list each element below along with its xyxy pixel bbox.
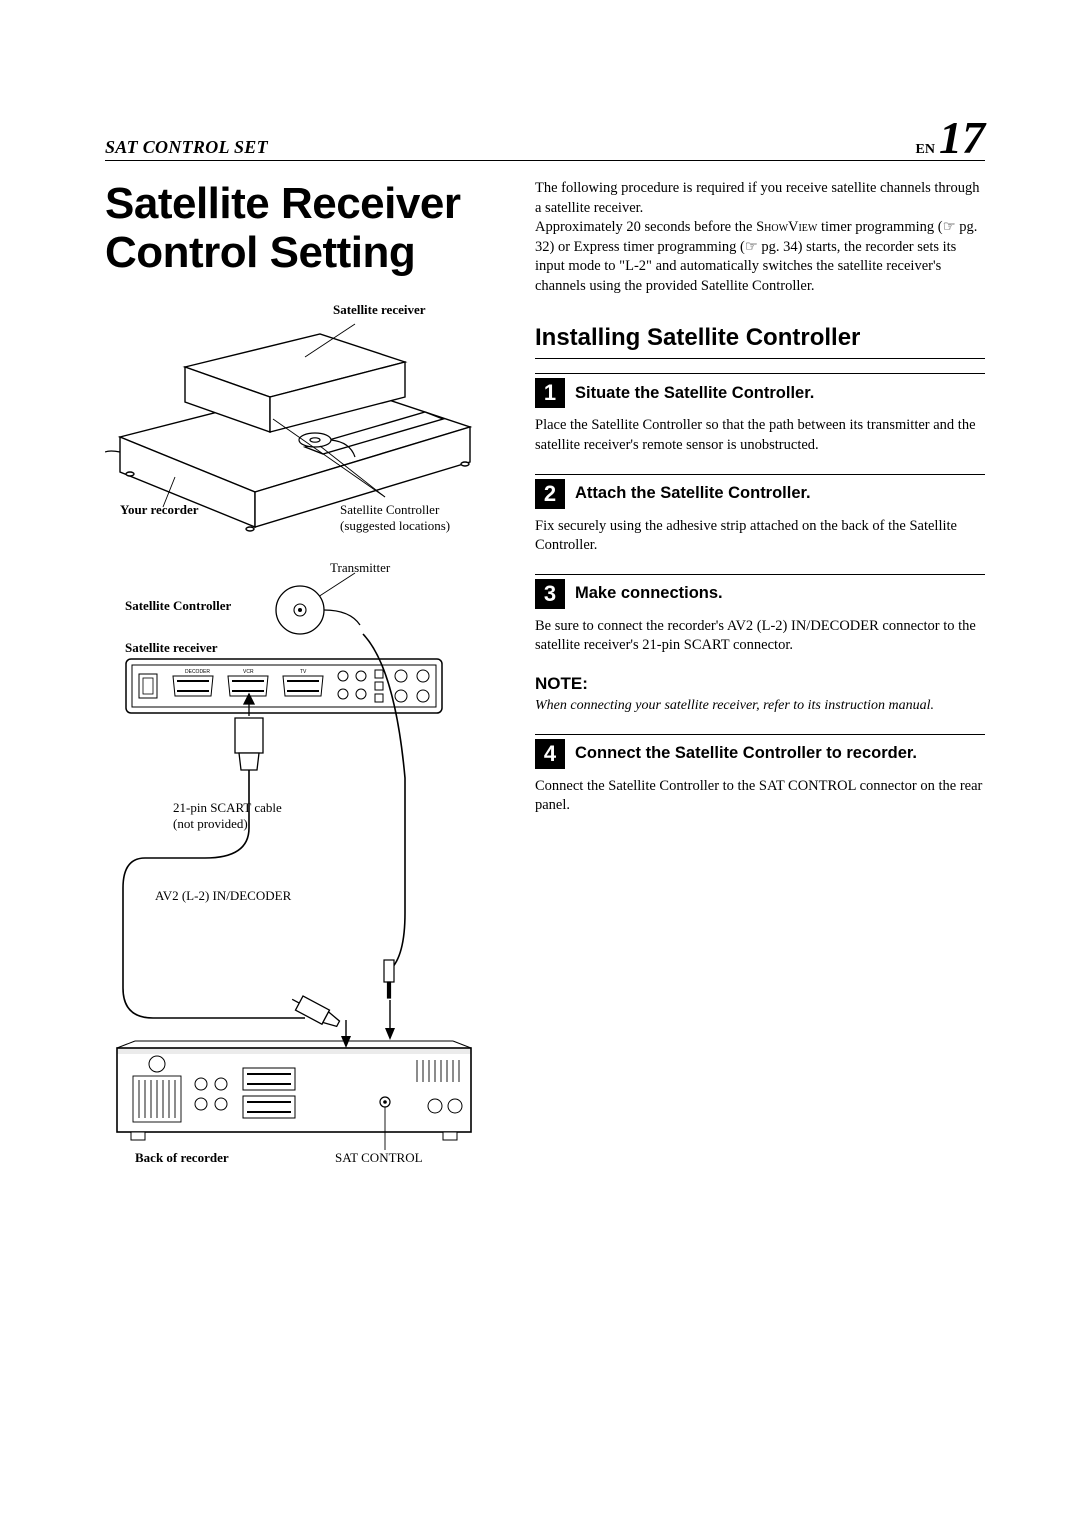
intro-text: The following procedure is required if y…: [535, 179, 985, 296]
step-2-title: Attach the Satellite Controller.: [575, 484, 811, 503]
step-4-header: 4 Connect the Satellite Controller to re…: [535, 734, 985, 769]
main-title: Satellite Receiver Control Setting: [105, 179, 505, 278]
step-4-title: Connect the Satellite Controller to reco…: [575, 744, 917, 763]
diagram-recorder-rear: [115, 1040, 475, 1160]
intro-line2a: Approximately 20 seconds before the: [535, 219, 756, 235]
step-4: 4 Connect the Satellite Controller to re…: [535, 734, 985, 816]
intro-line1: The following procedure is required if y…: [535, 180, 980, 216]
step-2-body: Fix securely using the adhesive strip at…: [535, 517, 985, 556]
label-back-of-recorder: Back of recorder: [135, 1150, 229, 1166]
note-body: When connecting your satellite receiver,…: [535, 697, 985, 716]
step-1-number: 1: [535, 378, 565, 408]
label-sat-control: SAT CONTROL: [335, 1150, 423, 1166]
step-1: 1 Situate the Satellite Controller. Plac…: [535, 373, 985, 455]
label-sat-controller-top: Satellite Controller: [340, 502, 439, 518]
label-suggested-locations: (suggested locations): [340, 518, 450, 534]
label-not-provided: (not provided): [173, 816, 248, 832]
step-2-header: 2 Attach the Satellite Controller.: [535, 474, 985, 509]
step-3-body: Be sure to connect the recorder's AV2 (L…: [535, 617, 985, 656]
step-3-header: 3 Make connections.: [535, 574, 985, 609]
step-3: 3 Make connections. Be sure to connect t…: [535, 574, 985, 656]
label-scart-cable: 21-pin SCART cable: [173, 800, 282, 816]
page-header: SAT CONTROL SET EN 17: [105, 120, 985, 161]
left-column: Satellite Receiver Control Setting: [105, 179, 505, 1202]
step-2: 2 Attach the Satellite Controller. Fix s…: [535, 474, 985, 556]
note-block: NOTE: When connecting your satellite rec…: [535, 674, 985, 716]
label-sat-receiver-top: Satellite receiver: [333, 302, 426, 318]
diagram-cables: [105, 628, 475, 1088]
right-column: The following procedure is required if y…: [535, 179, 985, 1202]
page-number: 17: [939, 120, 985, 157]
intro-showview: ShowView: [756, 219, 817, 235]
diagram-area: Satellite receiver Your recorder Satelli…: [105, 302, 505, 1202]
lang-code: EN: [916, 142, 935, 158]
label-your-recorder: Your recorder: [120, 502, 199, 518]
step-3-title: Make connections.: [575, 584, 723, 603]
label-sat-controller-mid: Satellite Controller: [125, 598, 231, 614]
content: Satellite Receiver Control Setting: [105, 179, 985, 1202]
section-name: SAT CONTROL SET: [105, 137, 268, 158]
step-4-number: 4: [535, 739, 565, 769]
step-1-header: 1 Situate the Satellite Controller.: [535, 373, 985, 408]
step-3-number: 3: [535, 579, 565, 609]
label-av2: AV2 (L-2) IN/DECODER: [155, 888, 291, 904]
section-title: Installing Satellite Controller: [535, 324, 985, 359]
step-2-number: 2: [535, 479, 565, 509]
sat-control-pointer: [370, 1102, 410, 1152]
step-4-body: Connect the Satellite Controller to the …: [535, 777, 985, 816]
step-1-title: Situate the Satellite Controller.: [575, 384, 814, 403]
step-1-body: Place the Satellite Controller so that t…: [535, 416, 985, 455]
page-id: EN 17: [916, 120, 985, 158]
note-label: NOTE:: [535, 674, 985, 694]
